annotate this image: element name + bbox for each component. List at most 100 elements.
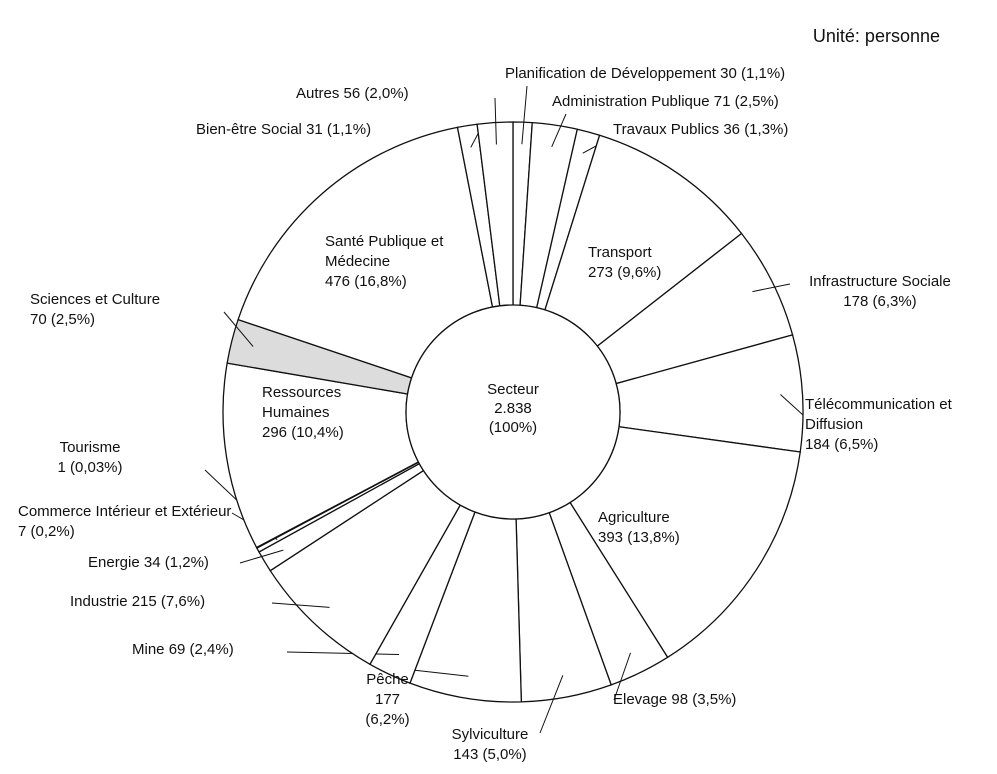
value-group: 71 (2,5%) — [714, 93, 779, 110]
slice-label: Agriculture 393 (13,8%) — [598, 508, 738, 548]
category-name: Mine — [132, 641, 165, 658]
value-group: 215 (7,6%) — [132, 593, 205, 610]
slice-label: Bien-être Social 31 (1,1%) — [196, 120, 496, 140]
value-group: 7 (0,2%) — [18, 523, 75, 540]
value-label: 7 — [18, 523, 27, 540]
value-group: 393 (13,8%) — [598, 528, 738, 548]
percent-label: (5,0%) — [482, 746, 527, 763]
category-name: Ressources Humaines — [262, 384, 342, 421]
slice-label: Planification de Développement 30 (1,1%) — [505, 64, 945, 84]
value-group: 296 (10,4%) — [262, 423, 372, 443]
value-label: 71 — [713, 93, 731, 110]
category-name: Planification de Développement — [505, 65, 716, 82]
category-name: Infrastructure Sociale — [809, 273, 951, 290]
percent-label: (6,5%) — [834, 436, 879, 453]
value-group: 476 (16,8%) — [325, 272, 455, 292]
slice-label: Energie 34 (1,2%) — [88, 553, 288, 573]
percent-label: (9,6%) — [617, 264, 662, 281]
category-name: Elevage — [613, 691, 668, 708]
category-name: Industrie — [70, 593, 128, 610]
leader-line — [271, 602, 330, 608]
slice-label: Télécommunication et Diffusion 184 (6,5%… — [805, 395, 995, 455]
value-label: 215 — [131, 593, 157, 610]
value-label: 476 — [325, 273, 351, 290]
value-label: 184 — [805, 436, 831, 453]
value-label: 1 — [57, 459, 66, 476]
slice-label: Elevage 98 (3,5%) — [613, 690, 833, 710]
value-group: 177 (6,2%) — [365, 691, 409, 728]
category-name: Travaux Publics — [613, 121, 720, 138]
value-group: 98 (3,5%) — [671, 691, 736, 708]
leader-line — [539, 675, 564, 734]
leader-line — [286, 651, 399, 656]
slice-label: Tourisme 1 (0,03%) — [20, 438, 160, 478]
slice-label: Infrastructure Sociale 178 (6,3%) — [780, 272, 980, 312]
value-label: 393 — [598, 529, 624, 546]
slice-label: Sciences et Culture 70 (2,5%) — [30, 290, 230, 330]
value-label: 273 — [588, 264, 614, 281]
value-label: 177 — [374, 691, 401, 708]
value-group: 178 (6,3%) — [780, 292, 980, 312]
category-name: Tourisme — [59, 439, 121, 456]
percent-label: (0,03%) — [69, 459, 123, 476]
leader-line — [494, 97, 497, 145]
percent-label: (0,2%) — [30, 523, 75, 540]
value-label: 30 — [720, 65, 737, 82]
value-label: 69 — [168, 641, 186, 658]
slice-label: Pêche 177 (6,2%) — [360, 670, 415, 730]
slice-label: Santé Publique et Médecine 476 (16,8%) — [325, 232, 455, 292]
percent-label: (1,1%) — [741, 65, 786, 82]
category-name: Sylviculture — [451, 726, 529, 743]
slice-label: Travaux Publics 36 (1,3%) — [613, 120, 913, 140]
percent-label: (10,4%) — [291, 424, 344, 441]
center-percent: (100%) — [488, 419, 538, 436]
slice-label: Autres 56 (2,0%) — [296, 84, 516, 104]
percent-label: (1,1%) — [326, 121, 372, 138]
center-label: Secteur 2.838 (100%) — [443, 380, 583, 437]
value-label: 178 — [843, 293, 869, 310]
category-name: Pêche — [366, 671, 409, 688]
slice-label: Ressources Humaines 296 (10,4%) — [262, 383, 372, 443]
category-name: Santé Publique et Médecine — [325, 233, 444, 270]
category-name: Sciences et Culture — [30, 291, 161, 308]
percent-label: (2,4%) — [189, 641, 234, 658]
value-label: 31 — [306, 121, 323, 138]
category-name: Bien-être Social — [196, 121, 302, 138]
percent-label: (16,8%) — [354, 273, 407, 290]
percent-label: (7,6%) — [160, 593, 206, 610]
slice-label: Industrie 215 (7,6%) — [70, 592, 300, 612]
value-group: 31 (1,1%) — [306, 121, 371, 138]
percent-label: (2,0%) — [364, 85, 409, 102]
percent-label: (6,2%) — [365, 711, 410, 728]
percent-label: (3,5%) — [692, 691, 737, 708]
value-group: 184 (6,5%) — [805, 435, 995, 455]
value-group: 70 (2,5%) — [30, 310, 230, 330]
category-name: Commerce Intérieur et Extérieur — [18, 503, 232, 520]
center-title: Secteur — [487, 381, 539, 398]
leader-line — [551, 113, 567, 148]
value-group: 30 (1,1%) — [720, 65, 785, 82]
value-group: 69 (2,4%) — [169, 641, 234, 658]
percent-label: (1,3%) — [744, 121, 789, 138]
slice-label: Mine 69 (2,4%) — [132, 640, 332, 660]
unit-label: Unité: personne — [812, 26, 940, 46]
value-label: 143 — [453, 746, 479, 763]
category-name: Administration Publique — [552, 93, 710, 110]
percent-label: (1,2%) — [164, 554, 209, 571]
value-group: 143 (5,0%) — [430, 745, 550, 765]
leader-line — [752, 283, 791, 293]
value-label: 56 — [343, 85, 361, 102]
value-group: 34 (1,2%) — [144, 554, 209, 571]
slice-label: Transport 273 (9,6%) — [588, 243, 728, 283]
value-label: 36 — [723, 121, 741, 138]
center-total: 2.838 — [494, 400, 532, 417]
value-group: 273 (9,6%) — [588, 263, 728, 283]
percent-label: (2,5%) — [734, 93, 779, 110]
value-group: 1 (0,03%) — [20, 458, 160, 478]
inner-circle — [405, 304, 621, 520]
value-label: 70 — [30, 311, 47, 328]
category-name: Autres — [296, 85, 340, 102]
value-label: 98 — [671, 691, 689, 708]
percent-label: (6,3%) — [872, 293, 917, 310]
